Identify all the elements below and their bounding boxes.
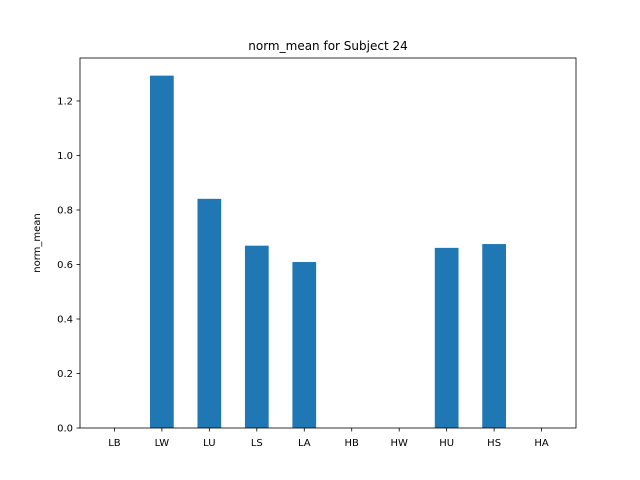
y-tick-label: 1.2 (57, 96, 73, 107)
y-axis-title: norm_mean (32, 213, 43, 273)
y-tick-label: 0.8 (57, 205, 73, 216)
bar-la (292, 262, 317, 428)
x-tick-label: HU (439, 438, 454, 449)
plot-frame (79, 57, 577, 429)
y-tick-label: 0.6 (57, 260, 73, 271)
bars-group (150, 75, 506, 428)
y-axis: 0.0 0.2 0.4 0.6 0.8 1.0 1.2 (57, 96, 80, 435)
x-tick-label: LS (251, 438, 263, 449)
y-tick-label: 0.2 (57, 369, 73, 380)
y-tick-label: 0.4 (57, 314, 73, 325)
x-tick-label: LA (298, 438, 311, 449)
bar-lu (197, 198, 222, 428)
x-axis: LB LW LU LS LA HB HW HU HS HA (108, 428, 549, 449)
x-tick-label: HS (487, 438, 501, 449)
chart-title: norm_mean for Subject 24 (248, 39, 407, 53)
x-tick-label: LU (203, 438, 215, 449)
bar-ls (244, 245, 269, 428)
x-tick-label: LW (155, 438, 170, 449)
x-tick-label: LB (108, 438, 121, 449)
x-tick-label: HB (345, 438, 360, 449)
bar-hs (482, 244, 506, 428)
y-tick-label: 1.0 (57, 151, 73, 162)
bar-hu (434, 247, 459, 428)
x-tick-label: HW (390, 438, 408, 449)
x-tick-label: HA (534, 438, 549, 449)
bar-lw (150, 75, 174, 428)
y-tick-label: 0.0 (57, 424, 73, 435)
